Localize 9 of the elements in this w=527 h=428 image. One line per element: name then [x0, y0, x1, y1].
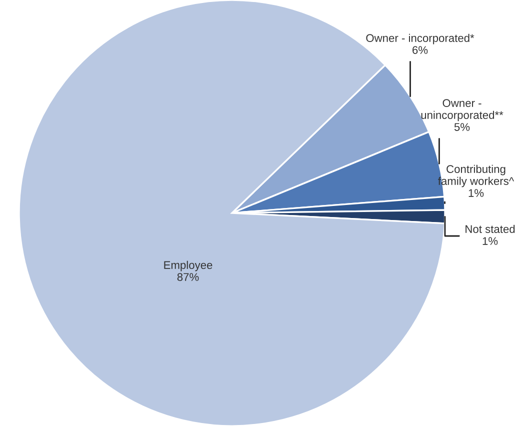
- data-label: 1%: [468, 189, 484, 197]
- data-label: 5%: [454, 123, 470, 131]
- data-label: 87%: [177, 273, 199, 281]
- slice-label: Owner - unincorporated**: [421, 99, 504, 122]
- data-label: 6%: [412, 46, 428, 54]
- slice-label: Not stated: [466, 224, 515, 233]
- slice-label: Employee: [164, 260, 212, 272]
- slice-label: Owner - incorporated*: [366, 34, 474, 44]
- data-label: 1%: [482, 237, 498, 245]
